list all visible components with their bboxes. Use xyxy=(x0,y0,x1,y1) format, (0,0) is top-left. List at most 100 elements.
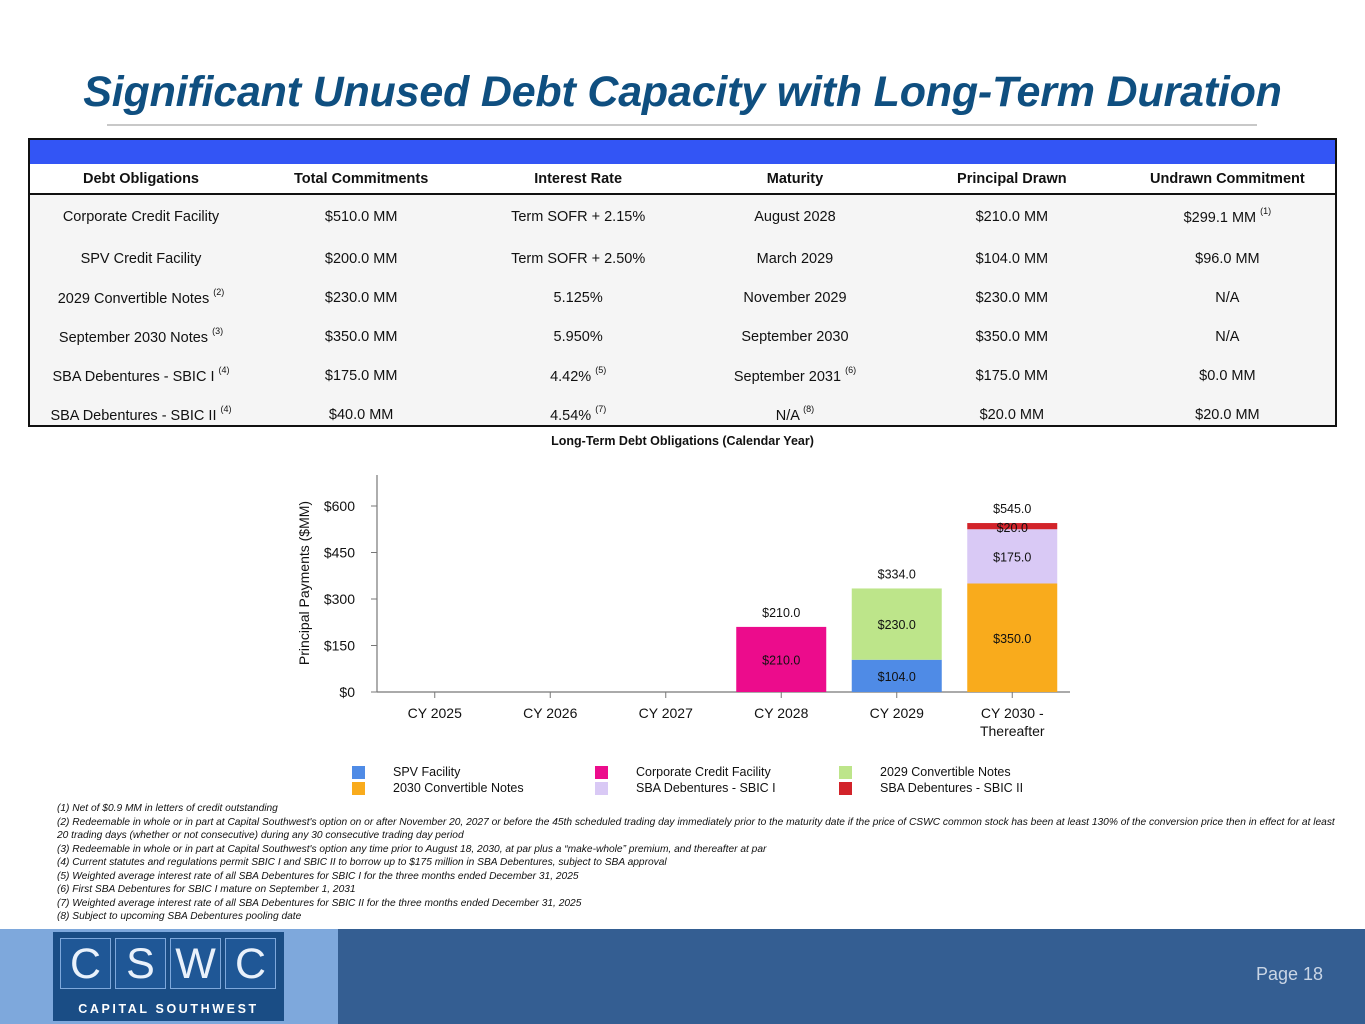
cell-value: Term SOFR + 2.15% xyxy=(511,209,646,225)
logo-letter: S xyxy=(115,938,166,989)
legend-swatch xyxy=(595,782,608,795)
x-tick-label: CY 2027 xyxy=(639,705,693,721)
table-cell-name: 2029 Convertible Notes (2) xyxy=(30,278,252,317)
footnote-ref: (4) xyxy=(218,364,230,375)
footnote: (6) First SBA Debentures for SBIC I matu… xyxy=(57,884,356,895)
cell-value: 4.54% xyxy=(550,407,592,424)
x-tick-label: CY 2028 xyxy=(754,705,808,721)
table-cell-rate: 5.950% xyxy=(470,317,686,356)
footnote: (5) Weighted average interest rate of al… xyxy=(57,870,579,882)
bar-segment xyxy=(851,588,942,660)
table-header-bar xyxy=(30,140,1335,164)
data-label: $104.0 xyxy=(878,670,916,684)
column-header: Maturity xyxy=(686,164,904,195)
footnote-ref: (3) xyxy=(212,325,224,336)
x-tick-label: CY 2030 - xyxy=(981,705,1044,721)
bar-segment xyxy=(967,523,1058,530)
table-cell-maturity: September 2030 xyxy=(686,317,904,356)
cell-value: $350.0 MM xyxy=(324,328,398,345)
cell-value: $200.0 MM xyxy=(324,250,398,267)
table-row: Corporate Credit Facility $510.0 MM Term S… xyxy=(30,194,1335,239)
data-label: $350.0 xyxy=(993,632,1031,646)
table-cell-drawn: $230.0 MM xyxy=(904,278,1120,317)
table-cell-drawn: $175.0 MM xyxy=(904,356,1120,395)
table-row: SBA Debentures - SBIC II (4) $40.0 MM 4.54… xyxy=(30,395,1335,434)
cell-value: Corporate Credit Facility xyxy=(62,209,220,225)
table-cell-maturity: August 2028 xyxy=(686,194,904,239)
legend-swatch xyxy=(839,782,852,795)
table-cell-drawn: $104.0 MM xyxy=(904,239,1120,278)
table-row: SPV Credit Facility $200.0 MM Term SOFR + … xyxy=(30,239,1335,278)
cell-value: $175.0 MM xyxy=(975,367,1049,384)
table-cell-maturity: November 2029 xyxy=(686,278,904,317)
cell-value: 2029 Convertible Notes xyxy=(57,290,210,307)
table-cell-commitment: $40.0 MM xyxy=(252,395,470,434)
table-row: 2029 Convertible Notes (2) $230.0 MM 5.125… xyxy=(30,278,1335,317)
table-cell-name: Corporate Credit Facility xyxy=(30,194,252,239)
footnote: (7) Weighted average interest rate of al… xyxy=(57,897,582,909)
total-label: $210.0 xyxy=(762,606,800,620)
cell-value: $0.0 MM xyxy=(1199,367,1256,384)
bar-segment xyxy=(851,659,942,692)
legend-label: SPV Facility xyxy=(393,765,461,779)
table-row: September 2030 Notes (3) $350.0 MM 5.950% S… xyxy=(30,317,1335,356)
table-cell-commitment: $230.0 MM xyxy=(252,278,470,317)
footnote-ref: (6) xyxy=(845,364,857,375)
bar-segment xyxy=(967,583,1058,692)
title-divider xyxy=(107,124,1257,126)
legend-label: SBA Debentures - SBIC I xyxy=(636,781,776,795)
table-cell-name: SBA Debentures - SBIC I (4) xyxy=(30,356,252,395)
y-tick-label: $600 xyxy=(324,498,355,514)
legend-swatch xyxy=(352,766,365,779)
y-axis-label: Principal Payments ($MM) xyxy=(296,501,312,665)
table-cell-name: SBA Debentures - SBIC II (4) xyxy=(30,395,252,434)
cell-value: March 2029 xyxy=(756,250,834,267)
table-cell-rate: Term SOFR + 2.50% xyxy=(470,239,686,278)
chart-title: Long-Term Debt Obligations (Calendar Yea… xyxy=(551,434,814,448)
footnote-ref: (2) xyxy=(213,286,225,297)
cell-value: $104.0 MM xyxy=(975,250,1049,267)
cell-value: September 2030 xyxy=(741,328,849,345)
table-cell-rate: 4.42% (5) xyxy=(470,356,686,395)
cell-value: Term SOFR + 2.50% xyxy=(511,250,646,267)
table-cell-undrawn: N/A xyxy=(1120,317,1335,356)
table-header-row: Debt Obligations Total Commitments Inter… xyxy=(30,164,1335,195)
column-header: Undrawn Commitment xyxy=(1119,164,1335,195)
cell-value: September 2030 Notes xyxy=(58,329,209,346)
footnote: (1) Net of $0.9 MM in letters of credit … xyxy=(57,803,278,814)
table-cell-rate: 4.54% (7) xyxy=(470,395,686,434)
table-cell-rate: Term SOFR + 2.15% xyxy=(470,194,686,239)
table-cell-commitment: $350.0 MM xyxy=(252,317,470,356)
table-row: SBA Debentures - SBIC I (4) $175.0 MM 4.42… xyxy=(30,356,1335,395)
cell-value: SBA Debentures - SBIC I xyxy=(52,368,215,385)
table-cell-maturity: March 2029 xyxy=(686,239,904,278)
table-cell-name: SPV Credit Facility xyxy=(30,239,252,278)
table-cell-rate: 5.125% xyxy=(470,278,686,317)
data-label: $230.0 xyxy=(878,618,916,632)
x-tick-label: CY 2025 xyxy=(408,705,462,721)
table-cell-commitment: $200.0 MM xyxy=(252,239,470,278)
footnote-ref: (4) xyxy=(220,403,232,414)
cell-value: N/A xyxy=(1215,328,1240,345)
table-cell-name: September 2030 Notes (3) xyxy=(30,317,252,356)
legend-swatch xyxy=(839,766,852,779)
page-number: Page 18 xyxy=(1255,964,1323,984)
column-header: Total Commitments xyxy=(252,164,471,195)
legend-swatch xyxy=(352,782,365,795)
y-tick-label: $300 xyxy=(324,591,355,607)
cell-value: $510.0 MM xyxy=(324,209,398,225)
cell-value: N/A xyxy=(775,407,800,424)
data-label: $20.0 xyxy=(997,521,1028,535)
total-label: $334.0 xyxy=(878,567,916,581)
y-tick-label: $450 xyxy=(324,545,355,561)
column-header: Principal Drawn xyxy=(903,164,1120,195)
table-cell-undrawn: $96.0 MM xyxy=(1120,239,1335,278)
table-cell-drawn: $20.0 MM xyxy=(904,395,1120,434)
legend-label: Corporate Credit Facility xyxy=(636,765,771,779)
cell-value: $230.0 MM xyxy=(324,289,398,306)
cell-value: $210.0 MM xyxy=(975,209,1049,225)
column-header: Interest Rate xyxy=(470,164,686,195)
cell-value: $350.0 MM xyxy=(975,328,1049,345)
table-cell-commitment: $175.0 MM xyxy=(252,356,470,395)
cell-value: 4.42% xyxy=(550,368,592,385)
